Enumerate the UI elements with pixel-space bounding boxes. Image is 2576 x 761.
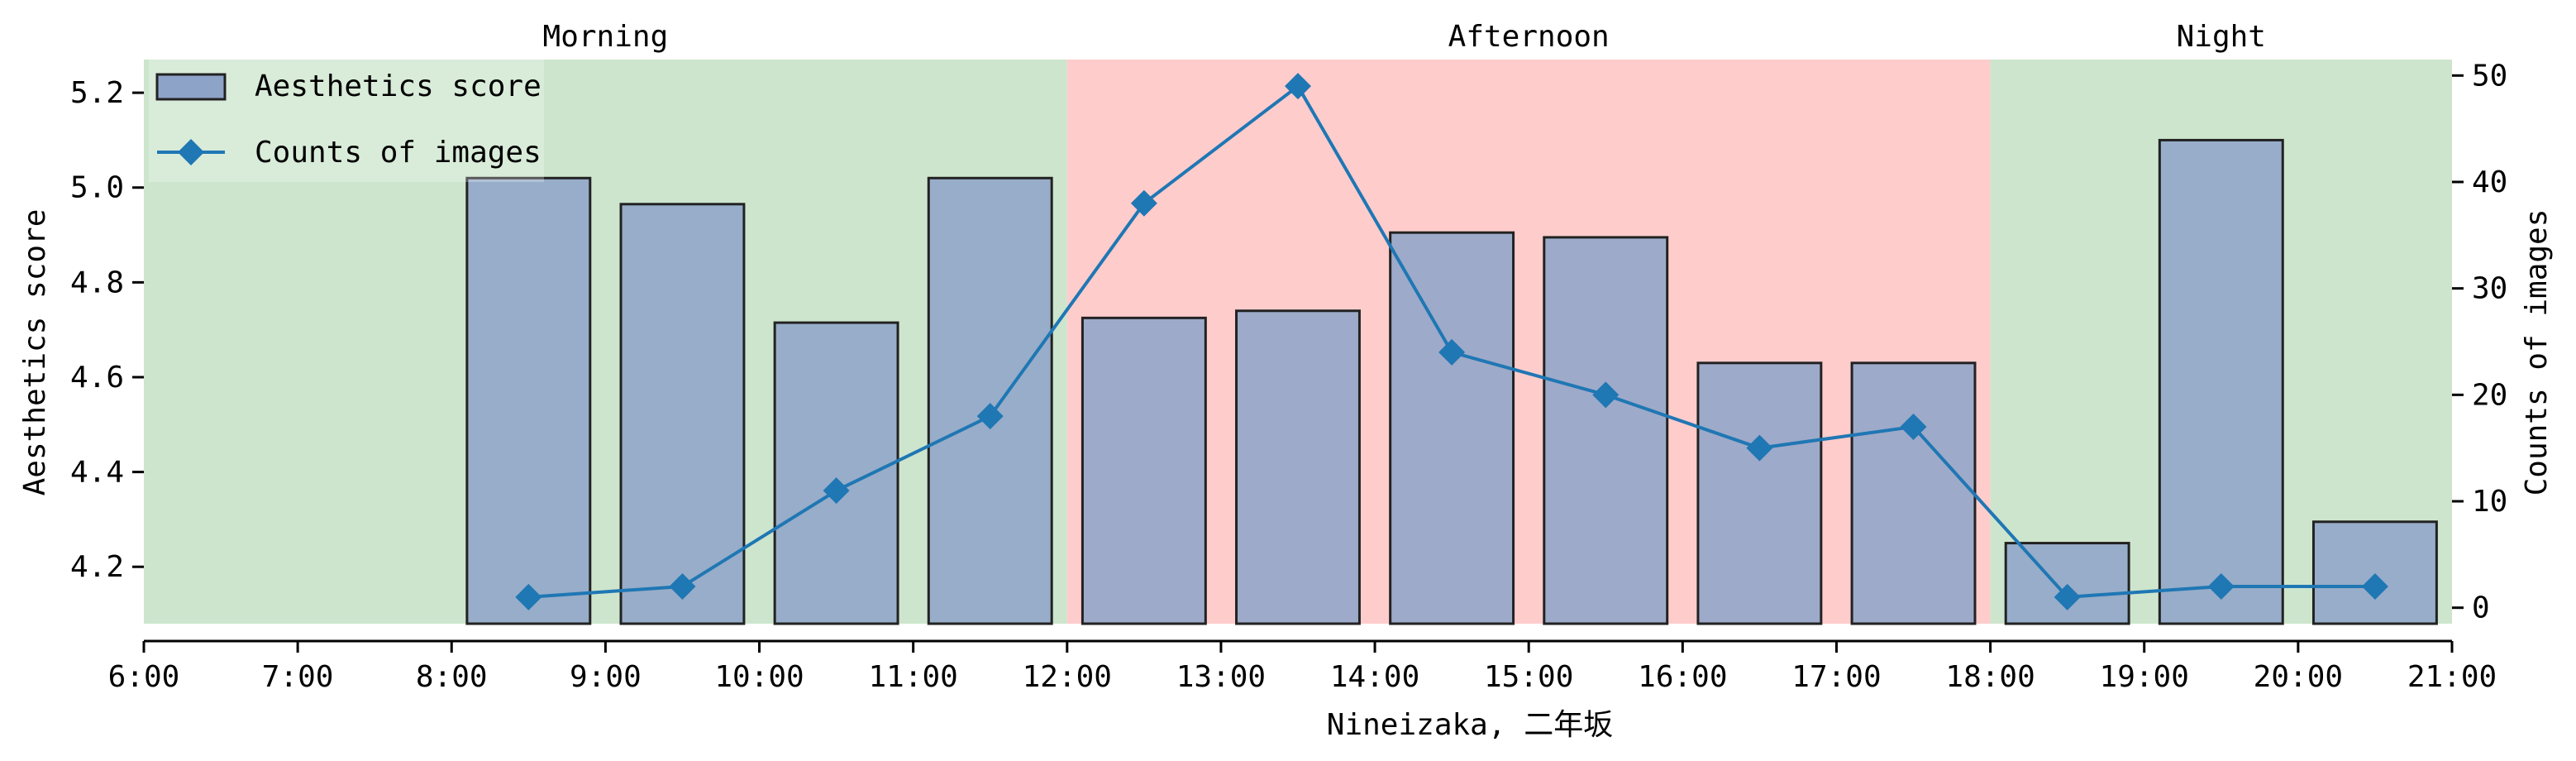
x-tick-label: 16:00 bbox=[1638, 660, 1727, 694]
period-label-night: Night bbox=[2177, 20, 2266, 54]
y2-tick-label: 10 bbox=[2472, 485, 2507, 519]
period-band-afternoon bbox=[1066, 60, 1991, 624]
bar-6 bbox=[1389, 231, 1515, 625]
y-tick-label: 4.4 bbox=[70, 456, 124, 490]
count-point-5 bbox=[1285, 73, 1311, 100]
bar-1 bbox=[619, 203, 746, 625]
count-point-3 bbox=[976, 403, 1004, 430]
x-axis-title: Nineizaka, 二年坂 bbox=[1327, 708, 1613, 742]
count-point-11 bbox=[2207, 572, 2235, 600]
count-point-7 bbox=[1592, 381, 1620, 409]
bar-11 bbox=[2158, 138, 2284, 625]
legend-label-aesthetics-score: Aesthetics score bbox=[255, 69, 541, 103]
x-tick-label: 8:00 bbox=[416, 660, 488, 694]
x-tick-label: 15:00 bbox=[1484, 660, 1573, 694]
x-tick-label: 14:00 bbox=[1330, 660, 1419, 694]
x-tick-label: 6:00 bbox=[108, 660, 180, 694]
bar-5 bbox=[1235, 309, 1361, 625]
x-tick-label: 13:00 bbox=[1176, 660, 1266, 694]
bar-series bbox=[465, 138, 2438, 625]
bar-10 bbox=[2004, 542, 2130, 625]
y-tick-label: 5.0 bbox=[70, 171, 124, 205]
bar-0 bbox=[465, 176, 592, 625]
count-point-12 bbox=[2361, 572, 2388, 600]
legend-diamond-marker bbox=[178, 139, 204, 165]
bar-12 bbox=[2311, 520, 2438, 625]
count-point-6 bbox=[1438, 338, 1466, 366]
y-tick-label: 5.2 bbox=[70, 76, 124, 110]
x-tick-label: 12:00 bbox=[1023, 660, 1112, 694]
y-axis: 4.2 4.4 4.6 4.8 5.0 5.2 bbox=[70, 76, 144, 584]
x-tick-label: 17:00 bbox=[1791, 660, 1881, 694]
count-point-10 bbox=[2054, 583, 2081, 610]
period-label-afternoon: Afternoon bbox=[1448, 20, 1610, 54]
y2-tick-label: 30 bbox=[2472, 272, 2507, 306]
count-point-1 bbox=[669, 572, 696, 600]
bar-3 bbox=[927, 176, 1053, 625]
period-labels: Morning Afternoon Night bbox=[543, 20, 2266, 54]
x-tick-label: 7:00 bbox=[262, 660, 334, 694]
x-tick-label: 21:00 bbox=[2407, 660, 2497, 694]
y2-tick-label: 0 bbox=[2472, 591, 2490, 625]
legend: Aesthetics score Counts of images bbox=[149, 60, 544, 182]
legend-label-counts-of-images: Counts of images bbox=[255, 136, 541, 170]
y-tick-label: 4.2 bbox=[70, 550, 124, 584]
y2-tick-label: 40 bbox=[2472, 165, 2507, 199]
y2-axis: 0 10 20 30 40 50 bbox=[2452, 59, 2507, 625]
y-tick-label: 4.8 bbox=[70, 266, 124, 299]
x-tick-label: 19:00 bbox=[2100, 660, 2189, 694]
x-axis: 6:00 7:00 8:00 9:00 10:00 11:00 12:00 13:00 14:0… bbox=[108, 639, 2497, 694]
y2-axis-title: Counts of images bbox=[2520, 209, 2554, 496]
y-axis-title: Aesthetics score bbox=[18, 209, 52, 496]
count-point-9 bbox=[1900, 413, 1927, 440]
count-point-0 bbox=[515, 583, 542, 610]
x-tick-label: 9:00 bbox=[570, 660, 642, 694]
bar-7 bbox=[1543, 236, 1669, 625]
period-band-morning bbox=[144, 60, 1067, 624]
period-bands bbox=[144, 60, 2452, 624]
bar-9 bbox=[1850, 361, 1977, 625]
x-tick-label: 10:00 bbox=[714, 660, 804, 694]
count-point-2 bbox=[823, 477, 850, 505]
count-point-4 bbox=[1130, 189, 1157, 217]
bar-4 bbox=[1080, 316, 1207, 625]
bar-8 bbox=[1696, 361, 1823, 625]
period-label-morning: Morning bbox=[543, 20, 669, 54]
line-series bbox=[515, 73, 2388, 610]
legend-bar-swatch bbox=[155, 73, 227, 101]
bar-2 bbox=[773, 321, 899, 625]
y-tick-label: 4.6 bbox=[70, 361, 124, 395]
y2-tick-label: 50 bbox=[2472, 59, 2507, 93]
x-tick-label: 18:00 bbox=[1945, 660, 2035, 694]
x-tick-label: 20:00 bbox=[2254, 660, 2343, 694]
x-tick-label: 11:00 bbox=[868, 660, 957, 694]
y2-tick-label: 20 bbox=[2472, 378, 2507, 412]
count-point-8 bbox=[1746, 434, 1773, 462]
